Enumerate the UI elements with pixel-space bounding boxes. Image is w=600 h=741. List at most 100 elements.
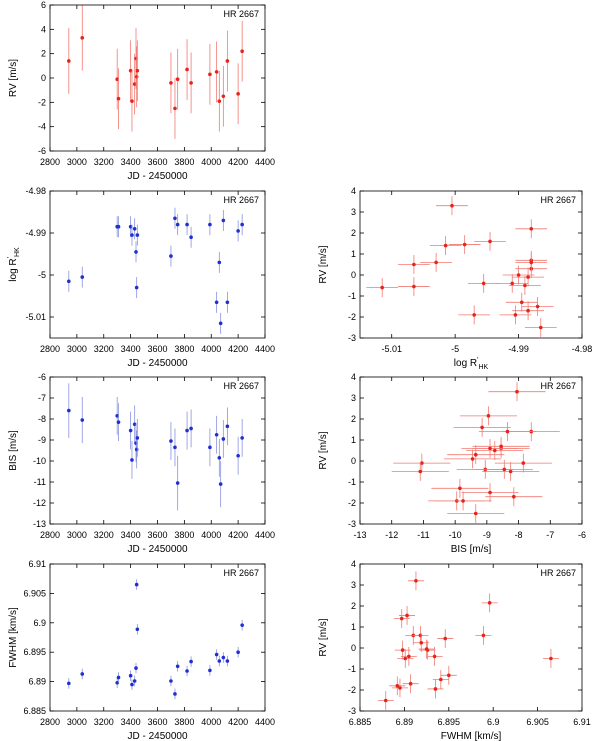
x-tick-label: 4200 <box>228 530 248 540</box>
data-point <box>214 652 219 657</box>
data-point <box>395 684 400 688</box>
data-point <box>400 648 405 652</box>
x-tick-label: 4000 <box>201 717 221 727</box>
data-point <box>169 439 173 443</box>
data-point <box>217 260 222 265</box>
y-tick-label: 4 <box>351 186 356 196</box>
data-point <box>169 81 173 85</box>
chart-title: HR 2667 <box>540 381 576 391</box>
data-point <box>134 582 139 587</box>
data-point <box>380 285 385 290</box>
data-point <box>185 222 189 227</box>
data-point <box>175 77 180 82</box>
x-tick-label: 2800 <box>40 717 60 727</box>
data-point <box>189 81 193 85</box>
data-point <box>132 227 137 231</box>
x-tick-label: 6.89 <box>396 717 414 727</box>
x-tick-label: 3600 <box>147 717 167 727</box>
y-tick-label: -1 <box>348 477 356 487</box>
chart-rv-rhk: -5.01 -5 -4.99 -4.98 -3 -2 -1 0 1 2 3 4 HR 2667 log R… <box>318 186 592 371</box>
y-tick-label: -3 <box>348 706 356 716</box>
chart-rhk-jd: 2800 3000 3200 3400 3600 3800 4000 4200 4400 -5.0… <box>7 186 275 369</box>
data-point <box>185 669 189 673</box>
data-point <box>115 680 119 685</box>
data-point <box>80 36 85 40</box>
data-point <box>398 686 402 690</box>
data-point <box>526 308 530 313</box>
data-point <box>135 233 140 237</box>
plot-frame <box>49 190 266 339</box>
x-axis-label: log R'HK <box>454 357 489 371</box>
x-tick-label: 6.9 <box>487 717 500 727</box>
y-axis-label: RV [m/s] <box>318 618 329 656</box>
y-tick-label: -5.01 <box>25 312 46 322</box>
data-point <box>412 284 416 289</box>
y-tick-label: 3 <box>351 393 356 403</box>
data-point <box>414 579 418 583</box>
data-point <box>433 687 438 691</box>
x-axis-label: JD - 2450000 <box>127 171 187 182</box>
data-point <box>217 659 222 663</box>
data-point <box>221 218 226 223</box>
data-point <box>135 436 140 440</box>
plot-frame <box>359 376 583 525</box>
y-tick-label: 6 <box>41 0 46 10</box>
data-point <box>529 227 534 231</box>
data-point <box>240 49 244 54</box>
data-point <box>218 482 223 486</box>
y-tick-label: -11 <box>34 477 46 487</box>
data-point <box>173 106 177 111</box>
data-point <box>407 654 411 659</box>
data-point <box>408 681 413 686</box>
y-tick-label: -5 <box>38 270 46 280</box>
data-point <box>67 408 71 413</box>
y-tick-label: 1 <box>351 249 356 259</box>
y-tick-label: -9 <box>38 435 46 445</box>
data-point <box>236 229 240 233</box>
y-tick-label: -2 <box>38 97 46 107</box>
data-point <box>236 453 240 458</box>
x-tick-label: 3200 <box>94 530 114 540</box>
y-tick-label: 0 <box>351 456 356 466</box>
data-point <box>169 254 173 258</box>
data-point <box>499 444 503 449</box>
data-point <box>399 616 404 621</box>
data-point <box>134 250 138 254</box>
y-tick-label: 4 <box>351 559 356 569</box>
data-point <box>236 650 240 654</box>
data-point <box>439 677 443 682</box>
y-tick-label: 0 <box>351 270 356 280</box>
y-tick-label: -4.99 <box>25 228 46 238</box>
y-tick-label: 0 <box>41 73 46 83</box>
y-tick-label: -1 <box>348 664 356 674</box>
x-tick-label: 4400 <box>255 717 275 727</box>
y-tick-label: -12 <box>33 498 46 508</box>
data-point <box>214 300 219 305</box>
y-tick-label: -10 <box>33 456 46 466</box>
x-tick-label: 3400 <box>121 344 141 354</box>
x-tick-label: 4000 <box>201 344 221 354</box>
data-point <box>405 613 409 618</box>
data-point <box>473 511 478 516</box>
x-tick-label: 3400 <box>121 157 141 167</box>
data-point <box>116 420 121 424</box>
data-point <box>173 692 177 696</box>
x-tick-label: 3800 <box>174 530 194 540</box>
data-point <box>462 242 467 247</box>
data-point <box>519 300 524 305</box>
data-point <box>521 461 526 465</box>
data-point <box>492 448 497 453</box>
data-point <box>116 675 121 680</box>
x-tick-label: -6 <box>578 530 586 540</box>
data-point <box>434 260 438 265</box>
data-point <box>443 243 448 248</box>
x-tick-label: -8 <box>515 530 523 540</box>
data-point <box>115 414 119 418</box>
data-point <box>225 659 230 663</box>
x-tick-label: 3000 <box>67 344 87 354</box>
data-point <box>461 499 465 503</box>
data-point <box>487 601 492 605</box>
data-point <box>128 224 133 229</box>
